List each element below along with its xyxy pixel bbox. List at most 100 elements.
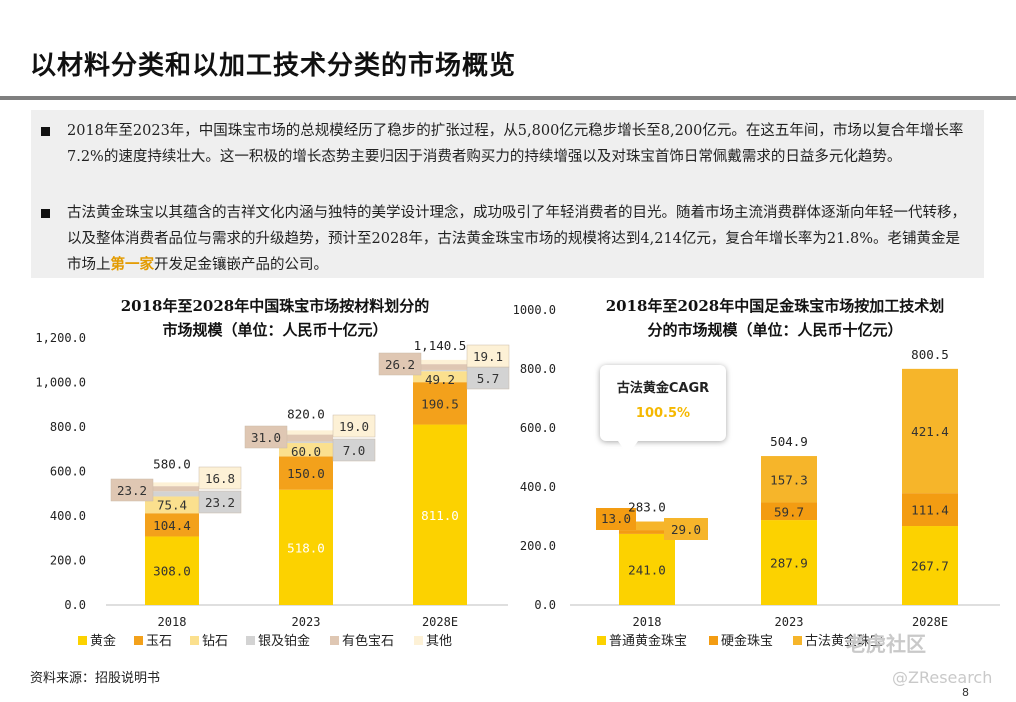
summary-bullet-1: 2018年至2023年，中国珠宝市场的总规模经历了稳步的扩张过程，从5,800亿… (39, 118, 969, 170)
chart1-y-tick: 1,000.0 (35, 376, 86, 390)
chart2-y-tick: 400.0 (520, 480, 556, 494)
chart2-tag-古法黄金珠宝 (664, 518, 708, 540)
chart1-legend-swatch (246, 636, 255, 645)
chart1-y-tick: 200.0 (50, 554, 86, 568)
chart1-bar-其他 (279, 430, 333, 435)
chart2-total: 800.5 (911, 347, 949, 362)
chart2-x-tick: 2023 (775, 615, 804, 629)
chart1-label-有色宝石: 31.0 (251, 430, 281, 445)
chart1-tag-其他 (198, 466, 242, 490)
chart1-legend-swatch (134, 636, 143, 645)
chart1-label-钻石: 60.0 (291, 444, 321, 459)
chart2-bar-硬金珠宝 (902, 493, 958, 527)
chart1-label-银及铂金: 23.2 (205, 495, 235, 510)
chart1-y-tick: 800.0 (50, 420, 86, 434)
chart1-x-tick: 2023 (292, 615, 321, 629)
chart1-legend-label: 黄金 (90, 633, 116, 649)
chart1-tag-银及铂金 (466, 366, 510, 390)
chart2-bar-硬金珠宝 (619, 530, 675, 534)
bullet-square-icon (41, 209, 50, 218)
chart1-y-tick: 0.0 (64, 598, 86, 612)
chart1-bar-钻石 (413, 371, 467, 383)
chart2-bar-普通黄金珠宝 (902, 526, 958, 605)
chart2-bar-硬金珠宝 (761, 502, 817, 521)
chart1-label-黄金: 811.0 (421, 508, 459, 523)
chart1-bar-黄金 (413, 424, 467, 605)
chart1-bar-玉石 (279, 456, 333, 490)
chart1-bar-玉石 (413, 382, 467, 425)
chart1-label-银及铂金: 7.0 (343, 443, 366, 458)
chart1-bar-钻石 (145, 496, 199, 514)
chart1-title: 2018年至2028年中国珠宝市场按材料划分的 市场规模（单位：人民币十亿元） (60, 294, 490, 342)
chart1-bar-钻石 (279, 443, 333, 457)
chart1-bar-银及铂金 (279, 441, 333, 444)
chart1-label-有色宝石: 26.2 (385, 357, 415, 372)
chart1-x-tick: 2018 (158, 615, 187, 629)
page-number: 8 (962, 686, 969, 699)
chart2-bar-普通黄金珠宝 (761, 520, 817, 605)
chart2-label-普通黄金珠宝: 241.0 (628, 562, 666, 577)
summary-box: 2018年至2023年，中国珠宝市场的总规模经历了稳步的扩张过程，从5,800亿… (31, 110, 984, 278)
summary-highlight: 第一家 (110, 256, 155, 273)
chart1-bar-有色宝石 (279, 434, 333, 442)
chart2-title-line1: 2018年至2028年中国足金珠宝市场按加工技术划 (605, 297, 945, 315)
chart1-tag-银及铂金 (198, 490, 242, 514)
chart2-x-tick: 2018 (633, 615, 662, 629)
chart1-bar-银及铂金 (145, 491, 199, 497)
watermark: 老虎社区 (846, 632, 926, 656)
chart2-y-tick: 600.0 (520, 421, 556, 435)
chart1-label-其他: 16.8 (205, 471, 235, 486)
chart1-total: 820.0 (287, 406, 325, 421)
callout-value: 100.5% (635, 406, 691, 421)
chart2-y-tick: 1000.0 (513, 303, 556, 317)
chart1-y-tick: 600.0 (50, 465, 86, 479)
page-title: 以材料分类和以加工技术分类的市场概览 (30, 51, 517, 81)
chart1-label-银及铂金: 5.7 (477, 371, 500, 386)
chart2-y-tick: 200.0 (520, 539, 556, 553)
source-note: 资料来源：招股说明书 (30, 671, 161, 686)
summary-bullet-2: 古法黄金珠宝以其蕴含的吉祥文化内涵与独特的美学设计理念，成功吸引了年轻消费者的目… (39, 200, 969, 278)
chart1-title-line2: 市场规模（单位：人民币十亿元） (162, 321, 388, 339)
chart2-bar-古法黄金珠宝 (619, 521, 675, 531)
chart1-legend-label: 银及铂金 (258, 633, 310, 649)
watermark-handle: @ZResearch (892, 668, 993, 687)
chart1-tag-银及铂金 (332, 438, 376, 462)
chart2-bar-古法黄金珠宝 (902, 368, 958, 494)
summary-bullet-2-pre: 古法黄金珠宝以其蕴含的吉祥文化内涵与独特的美学设计理念，成功吸引了年轻消费者的目… (67, 205, 966, 273)
chart1-legend-label: 玉石 (146, 634, 172, 649)
chart2-legend-swatch (793, 636, 802, 645)
chart2-tag-硬金珠宝 (596, 508, 636, 530)
chart1-label-其他: 19.1 (473, 349, 503, 364)
summary-bullet-2-text: 古法黄金珠宝以其蕴含的吉祥文化内涵与独特的美学设计理念，成功吸引了年轻消费者的目… (39, 200, 969, 278)
chart1-x-tick: 2028E (422, 615, 458, 629)
chart1-legend-swatch (414, 636, 423, 645)
chart1-legend-label: 有色宝石 (342, 633, 394, 649)
chart2-label-古法黄金珠宝: 157.3 (770, 472, 808, 487)
chart1-label-钻石: 49.2 (425, 372, 455, 387)
chart2-total: 283.0 (628, 500, 666, 515)
chart1-tag-有色宝石 (378, 352, 422, 376)
chart1-label-玉石: 104.4 (153, 518, 191, 533)
title-divider (0, 96, 1016, 100)
chart1-label-玉石: 190.5 (421, 396, 459, 411)
chart2-label-古法黄金珠宝: 29.0 (671, 522, 701, 537)
cagr-callout: 古法黄金CAGR 100.5% (600, 365, 726, 455)
chart2-bar-普通黄金珠宝 (619, 533, 675, 605)
chart1-y-tick: 400.0 (50, 509, 86, 523)
chart1-tag-其他 (466, 344, 510, 368)
chart1-label-黄金: 518.0 (287, 540, 325, 555)
chart1-tag-其他 (332, 414, 376, 438)
chart1-label-有色宝石: 23.2 (117, 483, 147, 498)
chart1-total: 580.0 (153, 456, 191, 471)
chart2-label-硬金珠宝: 59.7 (774, 504, 804, 519)
chart2-label-普通黄金珠宝: 267.7 (911, 559, 949, 574)
chart1-tag-有色宝石 (244, 425, 288, 449)
chart1-bar-玉石 (145, 513, 199, 537)
chart2-legend-label: 硬金珠宝 (721, 633, 773, 649)
chart1-label-其他: 19.0 (339, 419, 369, 434)
chart1-tag-有色宝石 (110, 478, 154, 502)
chart1-label-玉石: 150.0 (287, 466, 325, 481)
chart2-legend-label: 普通黄金珠宝 (609, 633, 687, 649)
